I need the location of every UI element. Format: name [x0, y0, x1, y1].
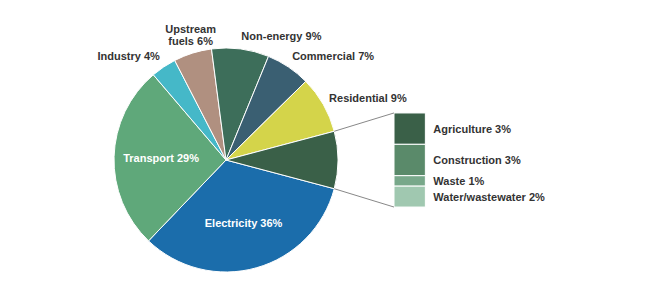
- slice-label: Residential 9%: [329, 92, 407, 104]
- slice-labels: Electricity 36% Transport 29% Industry 4% U…: [98, 23, 407, 229]
- slice-label: Commercial 7%: [292, 50, 374, 62]
- bar-segment: [394, 113, 425, 144]
- bar-segment: [394, 176, 425, 186]
- bar-segment-label: Construction 3%: [433, 154, 521, 166]
- bar-segment: [394, 144, 425, 175]
- pie-slice: [226, 131, 338, 188]
- breakdown-labels: Agriculture 3% Construction 3% Waste 1% Wat…: [433, 123, 545, 203]
- chart-container: Electricity 36% Transport 29% Industry 4% U…: [0, 0, 650, 307]
- slice-label-inside: Transport 29%: [123, 152, 199, 164]
- slice-label: Upstreamfuels 6%: [165, 23, 216, 48]
- pie-of-bar-chart: Electricity 36% Transport 29% Industry 4% U…: [0, 0, 650, 307]
- connector-line: [334, 113, 394, 131]
- breakdown-bar: [394, 113, 425, 207]
- bar-segment-label: Waste 1%: [433, 175, 484, 187]
- bar-segment-label: Water/wastewater 2%: [433, 191, 545, 203]
- connector-line: [334, 189, 394, 207]
- pie-slices: [114, 48, 338, 272]
- slice-label: Non-energy 9%: [241, 30, 321, 42]
- bar-segment: [394, 186, 425, 207]
- bar-segment-label: Agriculture 3%: [433, 123, 511, 135]
- slice-label: Industry 4%: [98, 50, 161, 62]
- slice-label-inside: Electricity 36%: [205, 217, 283, 229]
